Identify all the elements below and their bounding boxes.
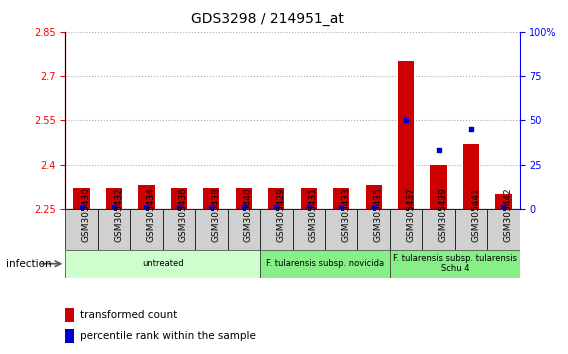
Bar [106, 188, 122, 209]
Bar [325, 209, 357, 250]
Text: GSM305429: GSM305429 [276, 188, 285, 242]
Bar [431, 165, 446, 209]
Text: GSM305433: GSM305433 [341, 188, 350, 242]
Text: untreated: untreated [142, 259, 183, 268]
Bar [423, 209, 455, 250]
Bar [260, 250, 390, 278]
Bar [73, 188, 90, 209]
Bar [65, 209, 98, 250]
Text: GSM305440: GSM305440 [244, 188, 253, 242]
Text: F. tularensis subsp. tularensis
Schu 4: F. tularensis subsp. tularensis Schu 4 [393, 254, 517, 273]
Bar [463, 144, 479, 209]
Text: GSM305439: GSM305439 [438, 188, 448, 242]
Point [499, 204, 508, 210]
Bar [65, 250, 260, 278]
Text: GSM305432: GSM305432 [114, 188, 123, 242]
Point [466, 126, 475, 132]
Bar [228, 209, 260, 250]
Text: GSM305430: GSM305430 [82, 188, 90, 242]
Text: F. tularensis subsp. novicida: F. tularensis subsp. novicida [266, 259, 384, 268]
Text: GSM305431: GSM305431 [309, 188, 318, 242]
Bar [268, 188, 285, 209]
Text: GDS3298 / 214951_at: GDS3298 / 214951_at [190, 12, 344, 27]
Point [110, 204, 119, 210]
Bar [203, 188, 219, 209]
Point [337, 204, 346, 210]
Text: GSM305434: GSM305434 [147, 188, 156, 242]
Text: GSM305435: GSM305435 [374, 188, 383, 242]
Point [434, 148, 443, 153]
Bar [455, 209, 487, 250]
Text: percentile rank within the sample: percentile rank within the sample [80, 331, 256, 341]
Bar [162, 209, 195, 250]
Bar [357, 209, 390, 250]
Text: transformed count: transformed count [80, 310, 177, 320]
Bar [236, 188, 252, 209]
Text: infection: infection [6, 259, 51, 269]
Text: GSM305438: GSM305438 [211, 188, 220, 242]
Bar [130, 209, 162, 250]
Point [369, 204, 378, 210]
Point [402, 118, 411, 123]
Bar [390, 250, 520, 278]
Point [304, 204, 314, 210]
Bar [98, 209, 130, 250]
Bar [333, 188, 349, 209]
Bar [195, 209, 228, 250]
Bar [366, 185, 382, 209]
Point [174, 204, 183, 210]
Bar [139, 185, 154, 209]
Point [239, 204, 248, 210]
Point [77, 204, 86, 210]
Point [142, 204, 151, 210]
Bar [398, 61, 414, 209]
Text: GSM305441: GSM305441 [471, 188, 480, 242]
Bar [260, 209, 293, 250]
Text: GSM305436: GSM305436 [179, 188, 188, 242]
Text: GSM305442: GSM305442 [503, 188, 512, 242]
Bar [495, 194, 512, 209]
Bar [293, 209, 325, 250]
Point [207, 204, 216, 210]
Text: GSM305437: GSM305437 [406, 188, 415, 242]
Point [272, 204, 281, 210]
Bar [390, 209, 423, 250]
Bar [487, 209, 520, 250]
Bar [171, 188, 187, 209]
Bar [300, 188, 317, 209]
